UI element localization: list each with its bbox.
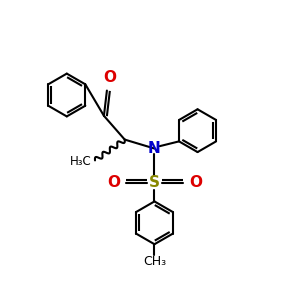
Text: O: O [107,175,120,190]
Text: CH₃: CH₃ [143,255,166,268]
Text: H₃C: H₃C [70,155,92,168]
Text: S: S [149,175,160,190]
Text: O: O [103,70,116,85]
Text: O: O [189,175,202,190]
Text: N: N [148,141,161,156]
